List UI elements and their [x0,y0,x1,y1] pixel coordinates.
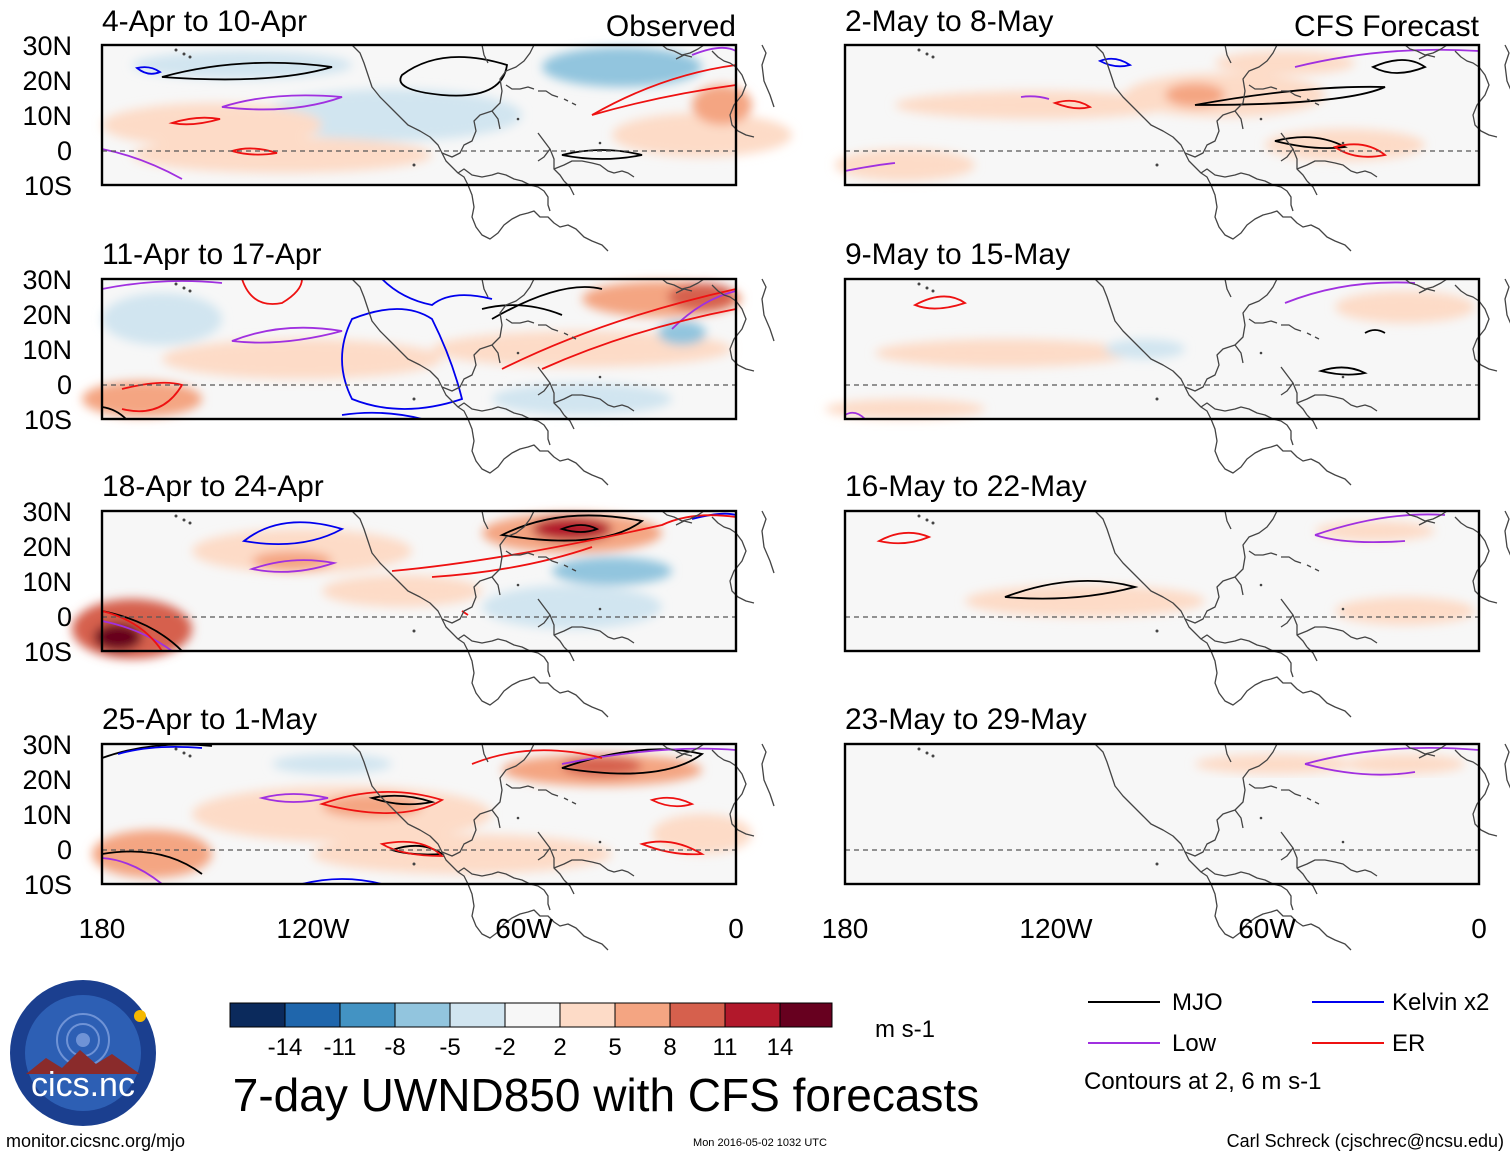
lat-label: 20N [22,300,72,330]
lat-label: 0 [57,835,72,865]
forecast-period-1: 2-May to 8-May [845,5,1053,38]
observed-panel-4 [92,742,775,951]
figure-title: 7-day UWND850 with CFS forecasts [233,1069,979,1121]
lat-label: 10S [24,637,72,667]
lat-label: 30N [22,265,72,295]
observed-panel-3 [72,509,775,718]
lat-labels-row-2: 30N 20N 10N 0 10S [22,265,72,435]
colorbar-level: 11 [713,1034,738,1061]
lon-label: 180 [79,913,126,944]
forecast-label: CFS Forecast [1294,10,1480,43]
lat-label: 0 [57,602,72,632]
lon-label: 0 [1471,913,1487,944]
lon-label: 60W [495,913,553,944]
source-url: monitor.cicsnc.org/mjo [6,1131,185,1151]
lon-label: 120W [276,913,350,944]
credit: Carl Schreck (cjschrec@ncsu.edu) [1227,1131,1504,1151]
lat-label: 10N [22,101,72,131]
observed-period-4: 25-Apr to 1-May [102,703,317,736]
colorbar-level: 8 [663,1034,676,1061]
colorbar-level: -11 [324,1034,357,1061]
contour-note: Contours at 2, 6 m s-1 [1084,1068,1321,1095]
colorbar-level: -14 [268,1034,303,1061]
colorbar: -14 -11 -8 -5 -2 2 5 8 11 14 m s-1 [229,1002,935,1061]
lon-label: 120W [1019,913,1093,944]
cics-logo: cics.nc [10,980,156,1126]
legend-label-kelvin: Kelvin x2 [1392,989,1489,1016]
lat-label: 10N [22,335,72,365]
forecast-panel-4 [843,742,1510,951]
colorbar-level: 14 [767,1034,794,1061]
colorbar-swatch [449,1002,506,1028]
lon-label: 60W [1238,913,1296,944]
observed-period-1: 4-Apr to 10-Apr [102,5,307,38]
lat-label: 10S [24,870,72,900]
colorbar-level: -5 [439,1034,460,1061]
colorbar-level: 2 [553,1034,566,1061]
lat-labels-row-3: 30N 20N 10N 0 10S [22,497,72,667]
logo-text: cics.nc [31,1066,135,1104]
colorbar-units: m s-1 [875,1016,935,1043]
forecast-panel-2 [825,277,1510,486]
forecast-period-2: 9-May to 15-May [845,238,1070,271]
lon-label: 180 [822,913,869,944]
lat-label: 30N [22,730,72,760]
colorbar-swatch [559,1002,616,1028]
forecast-period-3: 16-May to 22-May [845,470,1087,503]
colorbar-swatch [229,1002,286,1028]
observed-label: Observed [606,10,736,43]
panel-grid: 4-Apr to 10-Apr 11-Apr to 17-Apr 18-Apr … [22,5,1510,951]
contour-legend: MJO Kelvin x2 Low ER Contours at 2, 6 m … [1084,989,1489,1095]
colorbar-swatch [394,1002,451,1028]
legend-label-mjo: MJO [1172,989,1223,1016]
colorbar-level: 5 [608,1034,621,1061]
colorbar-swatch [614,1002,671,1028]
colorbar-swatch [669,1002,726,1028]
lat-label: 10S [24,405,72,435]
lon-labels-right: 180 120W 60W 0 [822,913,1487,944]
forecast-period-4: 23-May to 29-May [845,703,1087,736]
lon-label: 0 [728,913,744,944]
forecast-panel-3 [843,509,1510,718]
lat-label: 20N [22,765,72,795]
observed-panel-2 [82,277,775,486]
observed-period-3: 18-Apr to 24-Apr [102,470,324,503]
lon-labels-left: 180 120W 60W 0 [79,913,744,944]
lat-label: 10N [22,567,72,597]
colorbar-swatch [779,1002,833,1028]
lat-label: 0 [57,136,72,166]
lat-label: 20N [22,66,72,96]
lat-label: 30N [22,497,72,527]
colorbar-swatch [504,1002,561,1028]
legend-label-er: ER [1392,1030,1425,1057]
colorbar-level: -2 [494,1034,515,1061]
lat-labels-row-1: 30N 20N 10N 0 10S [22,31,72,201]
lat-label: 10S [24,171,72,201]
observed-panel-1 [100,43,792,252]
timestamp: Mon 2016-05-02 1032 UTC [693,1137,827,1149]
colorbar-swatch [339,1002,396,1028]
lat-label: 30N [22,31,72,61]
legend-label-low: Low [1172,1030,1217,1057]
colorbar-swatch [724,1002,781,1028]
lat-labels-row-4: 30N 20N 10N 0 10S [22,730,72,900]
lat-label: 10N [22,800,72,830]
forecast-panel-1 [835,43,1510,252]
lat-label: 20N [22,532,72,562]
colorbar-level: -8 [384,1034,405,1061]
observed-period-2: 11-Apr to 17-Apr [102,238,322,271]
lat-label: 0 [57,370,72,400]
colorbar-swatch [284,1002,341,1028]
